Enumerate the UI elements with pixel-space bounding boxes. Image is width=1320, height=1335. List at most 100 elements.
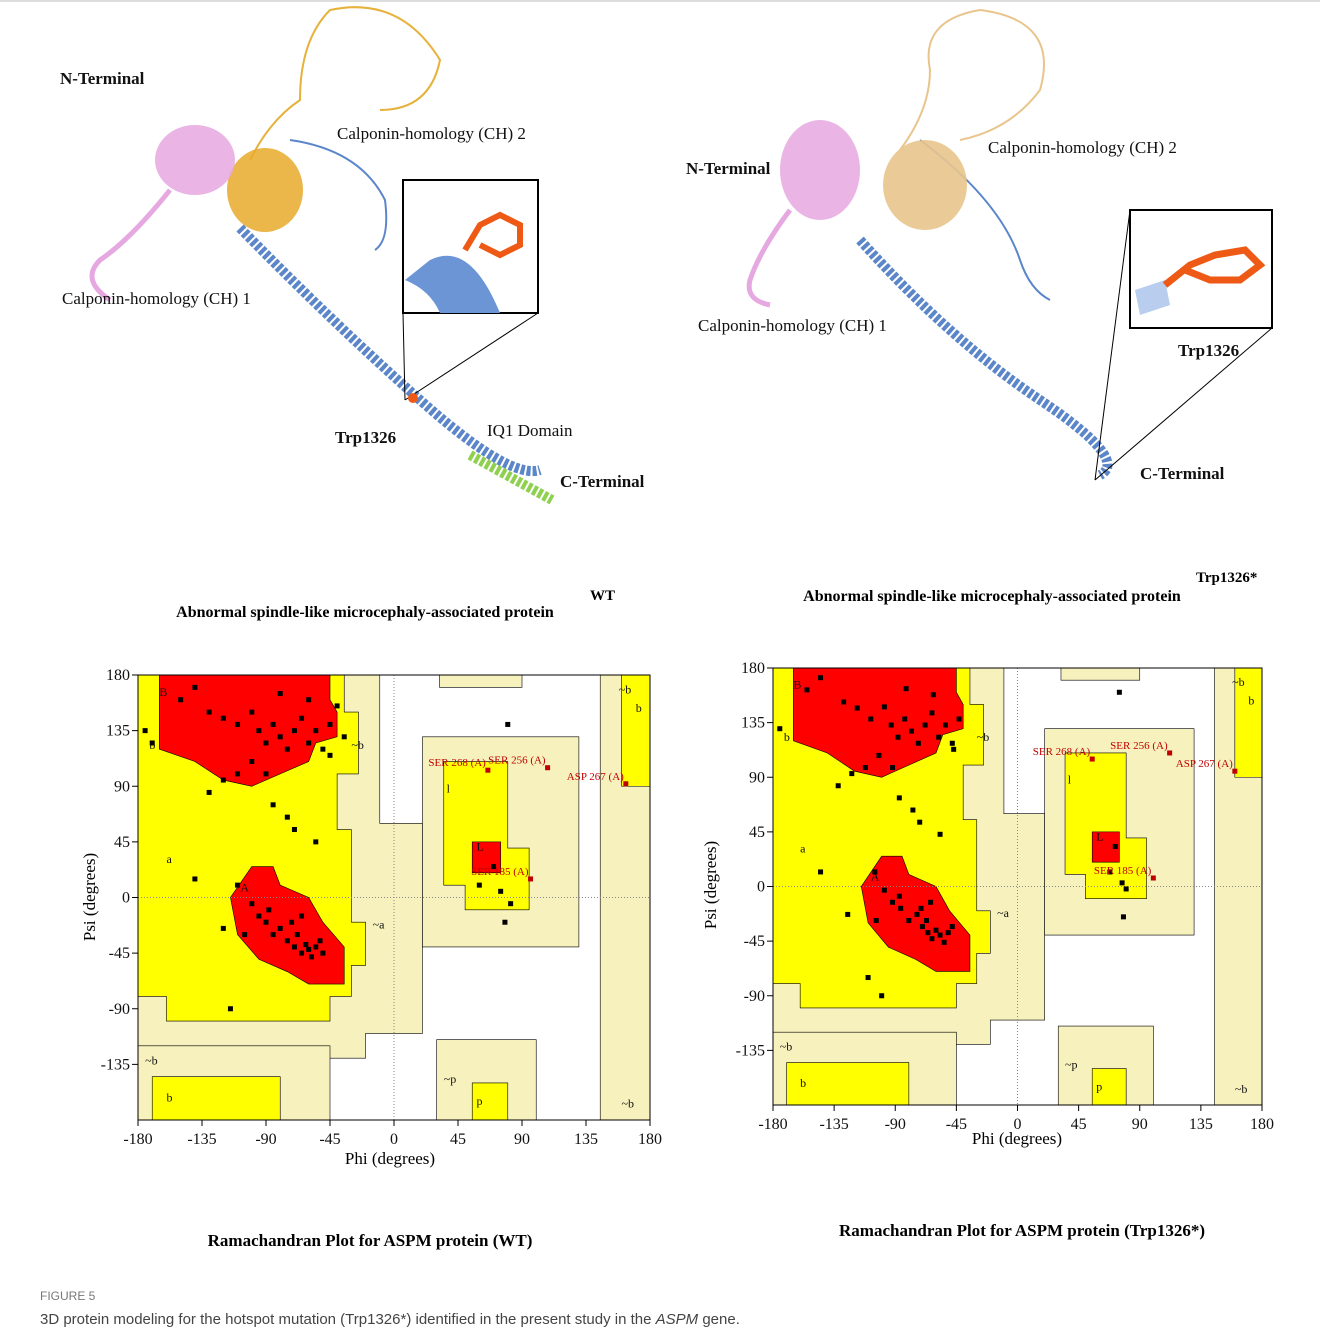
residue-point: [919, 906, 924, 911]
label: Calponin-homology (CH) 2: [337, 124, 526, 143]
residue-point: [898, 906, 903, 911]
residue-point: [938, 933, 943, 938]
residue-point: [285, 747, 290, 752]
residue-point: [271, 802, 276, 807]
x-tick-label: 45: [450, 1131, 466, 1148]
residue-point: [328, 722, 333, 727]
residue-point: [266, 907, 271, 912]
figure-label: FIGURE 5: [40, 1289, 96, 1303]
outlier-label: SER 256 (A): [1110, 740, 1168, 752]
residue-point: [313, 728, 318, 733]
residue-point: [256, 914, 261, 919]
label: N-Terminal: [60, 69, 145, 88]
residue-point: [299, 716, 304, 721]
residue-point: [1113, 844, 1118, 849]
region-label: b: [800, 1076, 806, 1090]
residue-point: [235, 722, 240, 727]
residue-point: [879, 993, 884, 998]
residue-point: [897, 795, 902, 800]
residue-point: [890, 765, 895, 770]
region-label: b: [784, 730, 790, 744]
residue-point: [910, 808, 915, 813]
residue-point: [855, 706, 860, 711]
residue-point: [863, 765, 868, 770]
x-tick-label: 45: [1071, 1116, 1087, 1133]
y-tick-label: 135: [741, 715, 765, 732]
y-tick-label: 90: [114, 778, 130, 795]
y-axis-title: Psi (degrees): [701, 841, 720, 929]
zoom-line: [405, 313, 538, 400]
residue-point: [228, 1006, 233, 1011]
outlier-label: SER 185 (A): [471, 866, 529, 878]
residue-point: [909, 729, 914, 734]
region-label: ~b: [622, 1097, 635, 1111]
helix-iq1: [470, 455, 552, 500]
residue-point: [1117, 690, 1122, 695]
x-tick-label: 180: [638, 1131, 662, 1148]
residue-point: [502, 920, 507, 925]
outlier-label: SER 268 (A): [428, 757, 486, 769]
residue-point: [477, 883, 482, 888]
residue-point: [178, 697, 183, 702]
residue-point: [929, 710, 934, 715]
residue-point: [299, 914, 304, 919]
plot-caption: Ramachandran Plot for ASPM protein (Trp1…: [839, 1221, 1205, 1240]
residue-point: [192, 876, 197, 881]
outlier-label: SER 268 (A): [1033, 746, 1091, 758]
residue-point: [264, 771, 269, 776]
residue-point: [150, 740, 155, 745]
residue-point: [872, 869, 877, 874]
variant-label: WT: [590, 588, 615, 604]
ramachandran-plot: Bb~baA~alL~pp~bb~bb~b-180-135-90-4504590…: [701, 570, 1274, 1240]
outlier-label: SER 256 (A): [488, 755, 546, 767]
y-tick-label: 180: [106, 667, 130, 684]
residue-point: [950, 741, 955, 746]
loop: [92, 190, 170, 300]
residue-point: [882, 704, 887, 709]
residue-point: [303, 942, 308, 947]
outlier-label: ASP 267 (A): [1176, 758, 1233, 770]
residue-point: [249, 901, 254, 906]
residue-point: [906, 918, 911, 923]
structure-wt: N-Terminal Calponin-homology (CH) 2 Calp…: [60, 7, 645, 500]
residue-point: [278, 691, 283, 696]
y-axis-title: Psi (degrees): [80, 853, 99, 941]
region-label: ~b: [1232, 675, 1245, 689]
x-tick-label: 0: [390, 1131, 398, 1148]
residue-point: [285, 938, 290, 943]
residue-point: [289, 920, 294, 925]
outlier-point: [545, 765, 550, 770]
x-tick-label: -135: [187, 1131, 216, 1148]
residue-point: [929, 936, 934, 941]
x-tick-label: -45: [946, 1116, 967, 1133]
residue-point: [928, 900, 933, 905]
region-label: ~b: [351, 738, 364, 752]
region-label: B: [159, 685, 167, 699]
residue-point: [920, 924, 925, 929]
residue-point: [256, 728, 261, 733]
residue-point: [917, 820, 922, 825]
residue-point: [192, 685, 197, 690]
residue-point: [295, 932, 300, 937]
residue-point: [306, 947, 311, 952]
region-label: ~b: [145, 1053, 158, 1067]
residue-point: [916, 741, 921, 746]
region-label: b: [1248, 693, 1254, 707]
residue-point: [309, 954, 314, 959]
region-label: ~p: [444, 1072, 457, 1086]
residue-point: [313, 839, 318, 844]
residue-point: [804, 687, 809, 692]
y-tick-label: 45: [749, 824, 765, 841]
x-axis-title: Phi (degrees): [345, 1149, 435, 1168]
ramachandran-plot: Bb~baA~alL~pp~bb~bb~b-180-135-90-4504590…: [80, 588, 662, 1250]
residue-marker: [408, 393, 418, 403]
label: N-Terminal: [686, 159, 771, 178]
x-tick-label: -180: [123, 1131, 152, 1148]
region-label: L: [476, 840, 483, 854]
ch2-domain: [883, 140, 967, 230]
residue-point: [777, 726, 782, 731]
residue-point: [306, 697, 311, 702]
plot-caption: Ramachandran Plot for ASPM protein (WT): [208, 1231, 533, 1250]
y-tick-label: 45: [114, 834, 130, 851]
loop: [900, 10, 1044, 150]
